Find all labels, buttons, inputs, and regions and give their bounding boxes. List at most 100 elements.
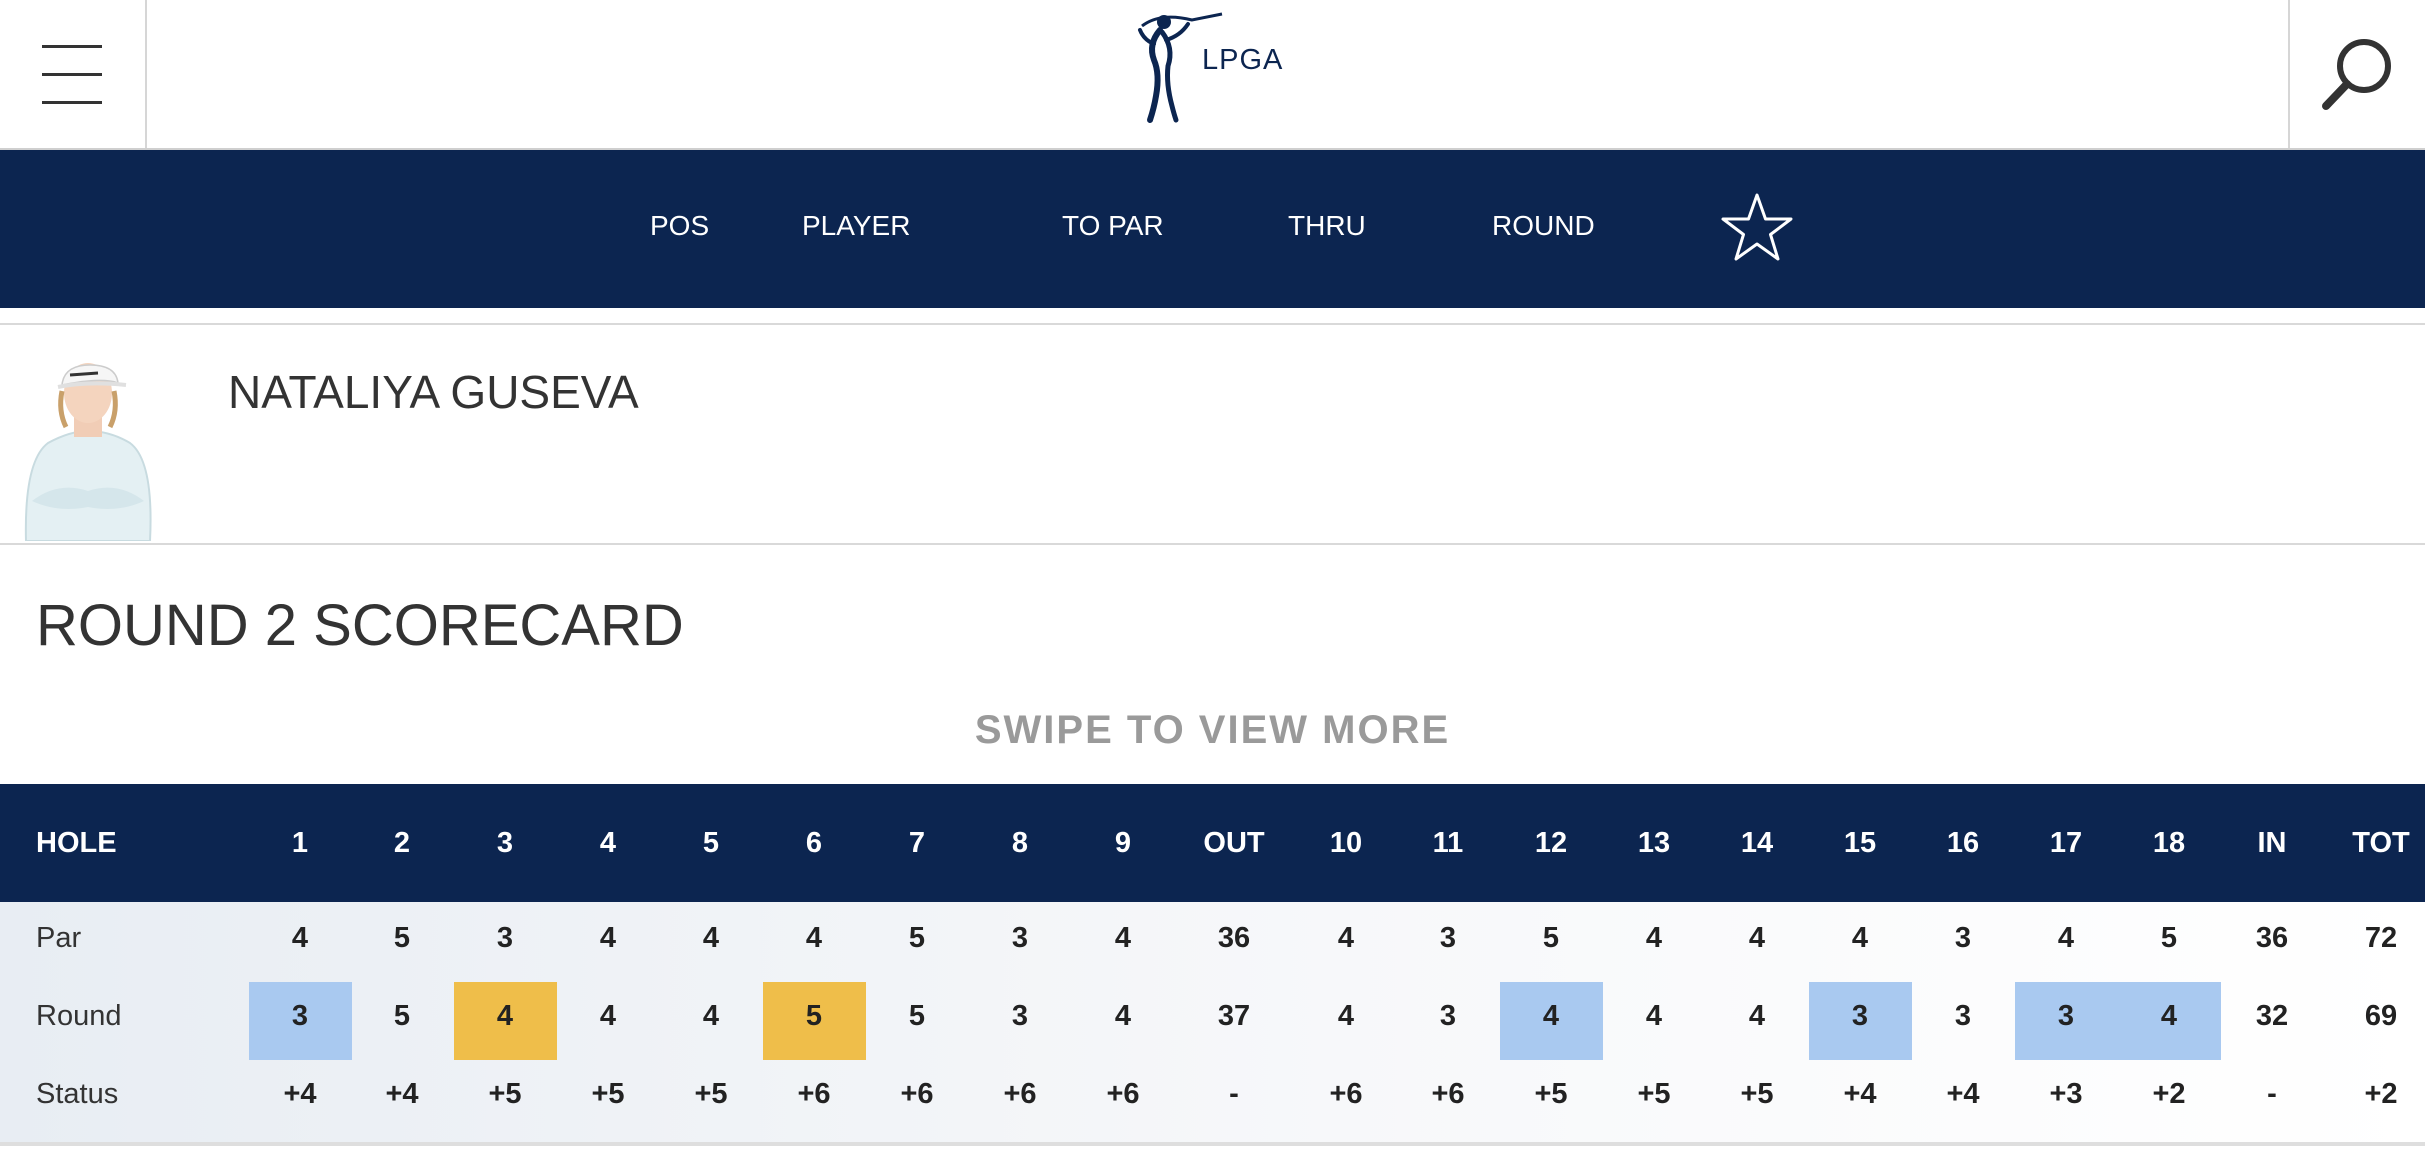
column-header-round[interactable]: ROUND bbox=[1492, 210, 1595, 241]
player-avatar bbox=[24, 363, 152, 541]
logo-text: LPGA bbox=[1202, 44, 1284, 76]
status-cell: +6 bbox=[1106, 1078, 1140, 1110]
hole-header-16: 16 bbox=[1946, 827, 1980, 859]
hole-header-3: 3 bbox=[496, 827, 514, 859]
round-cell: 4 bbox=[1542, 1000, 1560, 1032]
status-cell: +5 bbox=[1740, 1078, 1774, 1110]
par-cell: 5 bbox=[1542, 922, 1560, 954]
par-cell: 3 bbox=[496, 922, 514, 954]
round-cell: 3 bbox=[1851, 1000, 1869, 1032]
round-score-highlight-birdie bbox=[2117, 982, 2221, 1060]
star-outline-icon[interactable] bbox=[1720, 192, 1794, 266]
round-cell: 3 bbox=[1439, 1000, 1457, 1032]
status-cell: +6 bbox=[900, 1078, 934, 1110]
column-header-pos[interactable]: POS bbox=[650, 210, 710, 241]
menu-button[interactable] bbox=[0, 0, 147, 148]
round-cell: 4 bbox=[702, 1000, 720, 1032]
hole-header-label: HOLE bbox=[36, 827, 117, 859]
hole-header-17: 17 bbox=[2049, 827, 2083, 859]
search-button[interactable] bbox=[2288, 0, 2425, 148]
round-cell: 32 bbox=[2255, 1000, 2289, 1032]
round-cell: 4 bbox=[1337, 1000, 1355, 1032]
par-cell: 5 bbox=[908, 922, 926, 954]
scorecard-header bbox=[0, 784, 2425, 902]
status-cell: +5 bbox=[1637, 1078, 1671, 1110]
par-cell: 4 bbox=[1114, 922, 1132, 954]
par-cell: 4 bbox=[1645, 922, 1663, 954]
hole-header-4: 4 bbox=[599, 827, 617, 859]
status-cell: +6 bbox=[1003, 1078, 1037, 1110]
status-cell: +6 bbox=[1431, 1078, 1465, 1110]
status-cell: +2 bbox=[2152, 1078, 2186, 1110]
par-cell: 4 bbox=[291, 922, 309, 954]
round-score-highlight-birdie bbox=[248, 982, 352, 1060]
round-score-highlight-bogey bbox=[762, 982, 866, 1060]
par-cell: 5 bbox=[2160, 922, 2178, 954]
hole-header-in: IN bbox=[2257, 827, 2287, 859]
column-header-player[interactable]: PLAYER bbox=[802, 210, 911, 241]
round-score-highlight-birdie bbox=[1499, 982, 1603, 1060]
hole-header-18: 18 bbox=[2152, 827, 2186, 859]
scorecard-title: ROUND 2 SCORECARD bbox=[36, 593, 684, 658]
golfer-silhouette-icon bbox=[1138, 12, 1223, 123]
round-score-highlight-bogey bbox=[453, 982, 557, 1060]
hole-header-10: 10 bbox=[1329, 827, 1363, 859]
status-cell: +3 bbox=[2049, 1078, 2083, 1110]
hole-header-9: 9 bbox=[1114, 827, 1132, 859]
status-cell: - bbox=[1229, 1078, 1239, 1110]
hole-header-5: 5 bbox=[702, 827, 720, 859]
round-cell: 37 bbox=[1217, 1000, 1251, 1032]
round-cell: 3 bbox=[291, 1000, 309, 1032]
hole-header-7: 7 bbox=[908, 827, 926, 859]
leaderboard-header: POS PLAYER TO PAR THRU ROUND bbox=[0, 150, 2425, 308]
hole-header-out: OUT bbox=[1203, 827, 1265, 859]
round-score-highlight-birdie bbox=[1808, 982, 1912, 1060]
round-cell: 5 bbox=[908, 1000, 926, 1032]
round-cell: 4 bbox=[2160, 1000, 2178, 1032]
status-cell: +4 bbox=[1946, 1078, 1980, 1110]
par-cell: 3 bbox=[1011, 922, 1029, 954]
round-cell: 4 bbox=[496, 1000, 514, 1032]
round-cell: 4 bbox=[1748, 1000, 1766, 1032]
round-score-highlight-birdie bbox=[2014, 982, 2118, 1060]
top-bar: LPGA bbox=[0, 0, 2425, 150]
round-cell: 69 bbox=[2364, 1000, 2398, 1032]
column-header-thru[interactable]: THRU bbox=[1288, 210, 1366, 241]
hole-header-13: 13 bbox=[1637, 827, 1671, 859]
status-cell: +5 bbox=[694, 1078, 728, 1110]
row-label-par: Par bbox=[36, 922, 82, 954]
swipe-hint: SWIPE TO VIEW MORE bbox=[974, 708, 1451, 752]
par-cell: 4 bbox=[1337, 922, 1355, 954]
hole-header-6: 6 bbox=[805, 827, 823, 859]
par-cell: 4 bbox=[1851, 922, 1869, 954]
par-cell: 72 bbox=[2364, 922, 2398, 954]
status-cell: +6 bbox=[797, 1078, 831, 1110]
hole-header-8: 8 bbox=[1011, 827, 1029, 859]
status-cell: - bbox=[2267, 1078, 2277, 1110]
hamburger-icon-line bbox=[42, 73, 102, 76]
round-cell: 3 bbox=[1011, 1000, 1029, 1032]
hole-header-14: 14 bbox=[1740, 827, 1774, 859]
par-cell: 4 bbox=[2057, 922, 2075, 954]
round-cell: 3 bbox=[1954, 1000, 1972, 1032]
status-cell: +4 bbox=[1843, 1078, 1877, 1110]
round-cell: 4 bbox=[1645, 1000, 1663, 1032]
round-cell: 5 bbox=[805, 1000, 823, 1032]
hole-header-tot: TOT bbox=[2352, 827, 2410, 859]
par-cell: 3 bbox=[1439, 922, 1457, 954]
par-cell: 4 bbox=[702, 922, 720, 954]
hole-header-2: 2 bbox=[393, 827, 411, 859]
row-label-status: Status bbox=[36, 1078, 119, 1110]
lpga-logo[interactable]: LPGA bbox=[1130, 4, 1300, 124]
round-cell: 3 bbox=[2057, 1000, 2075, 1032]
hamburger-icon-line bbox=[42, 45, 102, 48]
status-cell: +5 bbox=[1534, 1078, 1568, 1110]
column-header-to-par[interactable]: TO PAR bbox=[1062, 210, 1164, 241]
player-name[interactable]: NATALIYA GUSEVA bbox=[228, 366, 639, 418]
row-label-round: Round bbox=[36, 1000, 122, 1032]
status-cell: +6 bbox=[1329, 1078, 1363, 1110]
status-cell: +4 bbox=[283, 1078, 317, 1110]
status-cell: +2 bbox=[2364, 1078, 2398, 1110]
status-cell: +5 bbox=[488, 1078, 522, 1110]
player-row[interactable]: NATALIYA GUSEVA bbox=[0, 323, 2425, 545]
